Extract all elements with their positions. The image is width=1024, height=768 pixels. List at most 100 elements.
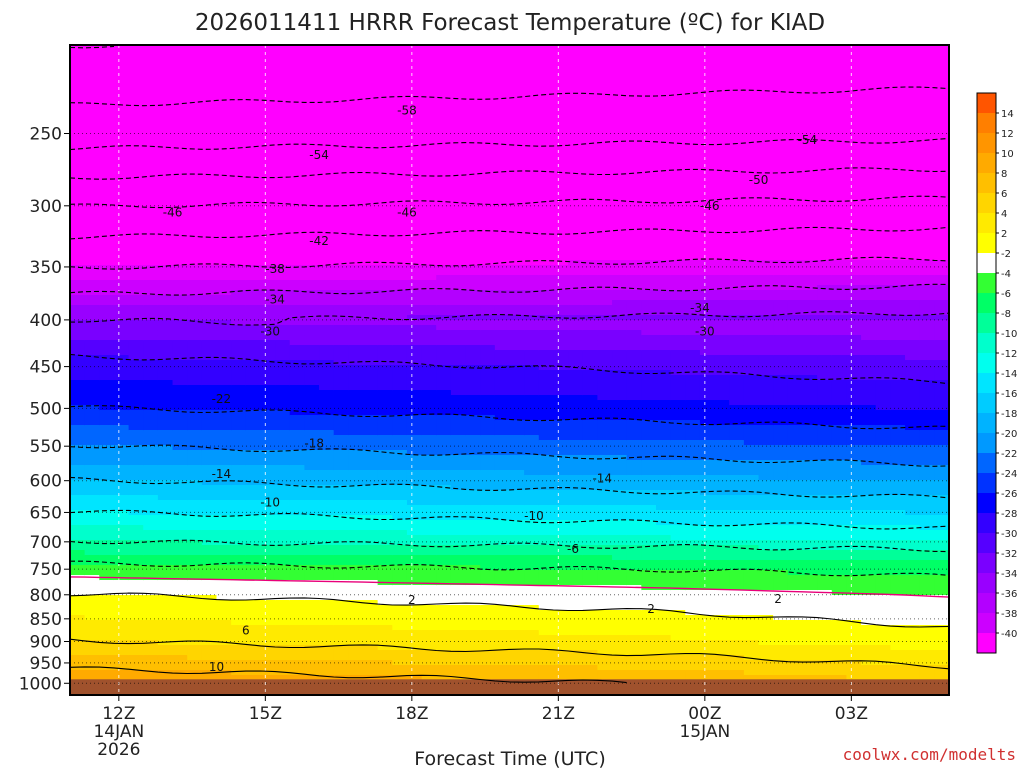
temperature-cell [377,85,393,91]
temperature-cell [231,435,247,441]
temperature-cell [538,600,555,606]
temperature-cell [289,415,305,421]
temperature-cell [597,270,613,276]
temperature-cell [363,240,379,246]
temperature-cell [509,400,525,406]
temperature-cell [113,425,130,431]
temperature-cell [494,60,511,66]
temperature-cell [582,485,598,491]
temperature-cell [216,370,232,376]
temperature-cell [568,155,584,161]
temperature-cell [245,110,262,116]
temperature-cell [231,95,247,101]
temperature-cell [568,625,584,631]
temperature-cell [348,285,364,291]
temperature-cell [143,60,159,66]
temperature-cell [538,110,555,116]
temperature-cell [421,435,437,441]
temperature-cell [421,415,437,421]
temperature-cell [612,335,628,341]
temperature-cell [70,205,86,211]
temperature-cell [524,625,540,631]
temperature-cell [128,60,144,66]
temperature-cell [245,390,262,396]
temperature-cell [201,60,218,66]
temperature-cell [553,85,569,91]
temperature-cell [363,345,379,351]
temperature-cell [582,455,598,461]
temperature-cell [319,395,335,401]
temperature-cell [275,605,291,611]
temperature-cell [348,270,364,276]
temperature-cell [245,675,262,681]
temperature-cell [70,515,86,521]
temperature-cell [348,545,364,551]
temperature-cell [509,615,525,621]
temperature-cell [377,310,393,316]
temperature-cell [348,575,364,581]
temperature-cell [421,555,437,561]
temperature-cell [582,385,598,391]
temperature-cell [187,635,203,641]
temperature-cell [612,295,628,301]
temperature-cell [421,175,437,181]
temperature-cell [99,140,115,146]
temperature-cell [260,310,276,316]
temperature-cell [172,400,188,406]
temperature-cell [260,435,276,441]
temperature-cell [348,80,364,86]
temperature-cell [450,525,467,531]
temperature-cell [84,125,100,131]
temperature-cell [187,235,203,241]
temperature-cell [509,125,525,131]
temperature-cell [113,505,130,511]
temperature-cell [201,630,218,636]
temperature-cell [363,290,379,296]
temperature-cell [612,530,628,536]
temperature-cell [245,235,262,241]
temperature-cell [99,180,115,186]
temperature-cell [553,445,569,451]
temperature-cell [84,675,100,681]
temperature-cell [319,505,335,511]
temperature-cell [524,515,540,521]
temperature-cell [113,605,130,611]
temperature-cell [436,415,452,421]
temperature-cell [333,650,349,656]
temperature-cell [84,635,100,641]
temperature-cell [392,200,408,206]
temperature-cell [245,655,262,661]
temperature-cell [333,140,349,146]
temperature-cell [128,435,144,441]
temperature-cell [582,255,598,261]
temperature-cell [260,340,276,346]
temperature-cell [538,225,555,231]
temperature-cell [436,270,452,276]
temperature-cell [612,65,628,71]
temperature-cell [450,640,467,646]
temperature-cell [494,130,511,136]
temperature-cell [187,550,203,556]
temperature-cell [187,655,203,661]
temperature-cell [333,235,349,241]
temperature-cell [113,60,130,66]
temperature-cell [333,225,349,231]
temperature-cell [304,625,320,631]
temperature-cell [568,475,584,481]
temperature-cell [99,200,115,206]
temperature-cell [553,365,569,371]
temperature-cell [480,410,496,416]
temperature-cell [70,95,86,101]
temperature-cell [553,95,569,101]
temperature-cell [172,90,188,96]
temperature-cell [465,635,481,641]
temperature-cell [553,70,569,76]
temperature-cell [260,370,276,376]
temperature-cell [377,265,393,271]
temperature-cell [245,130,262,136]
temperature-cell [465,45,481,51]
temperature-cell [289,390,305,396]
temperature-cell [70,275,86,281]
temperature-cell [245,600,262,606]
temperature-cell [436,665,452,671]
